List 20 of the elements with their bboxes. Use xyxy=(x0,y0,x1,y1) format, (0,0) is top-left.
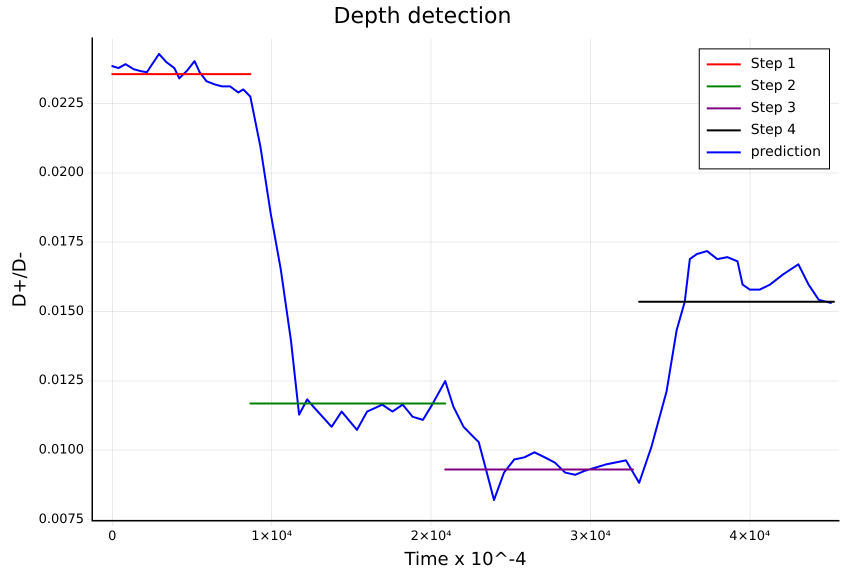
x-tick-label: 0 xyxy=(108,528,116,544)
legend-label: prediction xyxy=(750,144,822,160)
y-tick-label: 0.0225 xyxy=(38,96,84,111)
y-tick-label: 0.0125 xyxy=(38,373,84,388)
x-tick-label: 4×10⁴ xyxy=(729,528,770,544)
legend-label: Step 3 xyxy=(750,100,796,116)
chart-title: Depth detection xyxy=(334,4,512,29)
y-tick-label: 0.0150 xyxy=(38,304,84,319)
legend-label: Step 1 xyxy=(750,56,796,72)
y-tick-label: 0.0175 xyxy=(38,234,84,250)
x-tick-label: 1×10⁴ xyxy=(251,528,292,544)
x-tick-label: 2×10⁴ xyxy=(410,528,452,544)
y-axis-title: D+/D- xyxy=(9,252,30,308)
legend-label: Step 2 xyxy=(750,78,796,94)
x-axis-title: Time x 10^-4 xyxy=(403,548,527,570)
y-tick-label: 0.0200 xyxy=(38,165,84,180)
x-tick-label: 3×10⁴ xyxy=(570,528,611,544)
y-tick-label: 0.0075 xyxy=(38,512,84,527)
legend-label: Step 4 xyxy=(750,122,796,138)
y-tick-label: 0.0100 xyxy=(38,442,84,458)
